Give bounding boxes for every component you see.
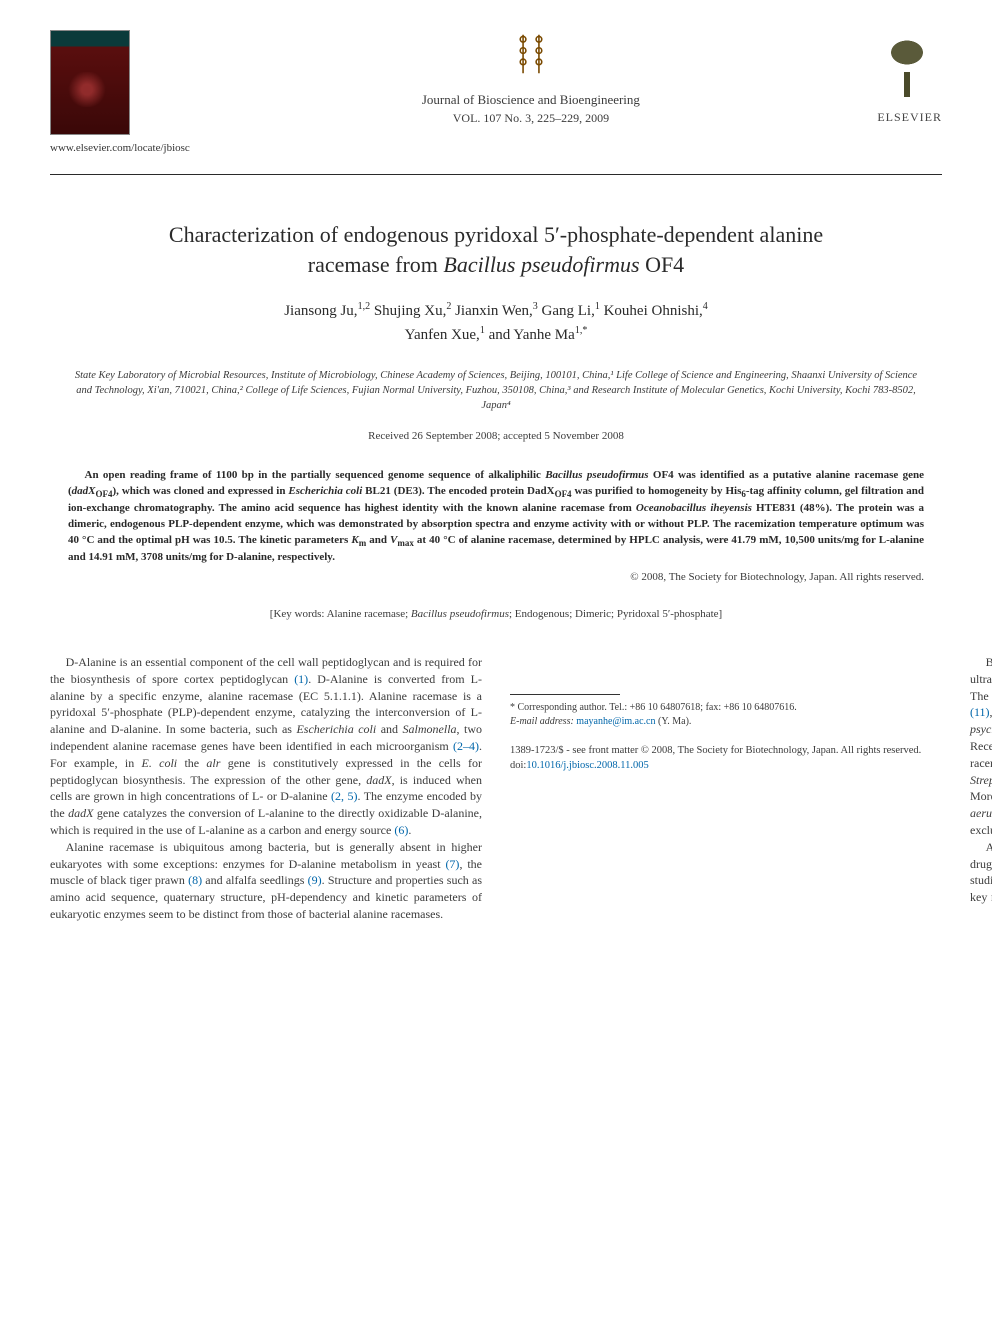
- abs-sub2: OF4: [555, 489, 572, 499]
- abs-t4: BL21 (DE3). The encoded protein DadX: [362, 485, 554, 497]
- body-p1: D-Alanine is an essential component of t…: [50, 654, 482, 839]
- p1-sp3: E. coli: [142, 756, 178, 770]
- keywords: [Key words: Alanine racemase; Bacillus p…: [50, 607, 942, 622]
- abstract: An open reading frame of 1100 bp in the …: [68, 468, 924, 566]
- p3a: Based on their apparent molecular masses…: [970, 655, 992, 703]
- authors-list: Jiansong Ju,1,2 Shujing Xu,2 Jianxin Wen…: [50, 299, 942, 347]
- ref-2-5[interactable]: (2, 5): [331, 789, 357, 803]
- elsevier-tree-icon: [872, 30, 942, 105]
- abs-gene1: dadX: [72, 485, 96, 497]
- p2c: and alfalfa seedlings: [202, 873, 308, 887]
- abs-maxsub: max: [397, 538, 414, 548]
- ref-8[interactable]: (8): [188, 873, 202, 887]
- abstract-copyright: © 2008, The Society for Biotechnology, J…: [68, 570, 924, 585]
- email-post: (Y. Ma).: [655, 716, 691, 727]
- abs-sub1: OF4: [96, 489, 113, 499]
- abs-t3: ), which was cloned and expressed in: [113, 485, 289, 497]
- abs-km: K: [351, 534, 358, 546]
- p1-g1: alr: [206, 756, 220, 770]
- authors-line2: Yanfen Xue,1 and Yanhe Ma1,*: [405, 327, 588, 343]
- journal-volume: VOL. 107 No. 3, 225–229, 2009: [220, 110, 842, 126]
- doi-link[interactable]: 10.1016/j.jbiosc.2008.11.005: [526, 760, 648, 771]
- p3-sp11: Streptomyces lavendulae: [970, 773, 992, 787]
- ref-11[interactable]: (11): [970, 705, 990, 719]
- title-species: Bacillus pseudofirmus: [443, 252, 639, 277]
- ref-7[interactable]: (7): [445, 857, 459, 871]
- body-p3: Based on their apparent molecular masses…: [970, 654, 992, 839]
- p1-sp2: Salmonella: [403, 722, 457, 736]
- footnote-block: * Corresponding author. Tel.: +86 10 648…: [510, 694, 942, 773]
- front-matter-line: 1389-1723/$ - see front matter © 2008, T…: [510, 744, 942, 759]
- abs-t8: and: [366, 534, 390, 546]
- footnote-separator: [510, 694, 620, 695]
- ref-2-4[interactable]: (2–4): [453, 739, 479, 753]
- kw-pre: [Key words: Alanine racemase;: [270, 608, 411, 620]
- journal-cover-thumbnail: [50, 30, 130, 135]
- p1k: .: [408, 823, 411, 837]
- title-line1: Characterization of endogenous pyridoxal…: [169, 222, 823, 247]
- p4a: Alanine racemase has also attracted much…: [970, 840, 992, 904]
- p1-g3: dadX: [68, 806, 93, 820]
- p1f: the: [177, 756, 206, 770]
- elsevier-logo-block: ELSEVIER: [872, 30, 942, 125]
- abs-sp3: Oceanobacillus iheyensis: [636, 502, 752, 514]
- corresponding-author-note: * Corresponding author. Tel.: +86 10 648…: [510, 701, 942, 715]
- abs-sp2: Escherichia coli: [288, 485, 362, 497]
- doi-label: doi:: [510, 760, 526, 771]
- p1-sp1: Escherichia coli: [296, 722, 376, 736]
- elsevier-label: ELSEVIER: [872, 109, 942, 125]
- journal-header: www.elsevier.com/locate/jbiosc Journal o…: [50, 30, 942, 175]
- abs-t5: was purified to homogeneity by His: [572, 485, 742, 497]
- abs-t1: An open reading frame of 1100 bp in the …: [85, 469, 546, 481]
- kw-sp: Bacillus pseudofirmus: [411, 608, 509, 620]
- affiliations: State Key Laboratory of Microbial Resour…: [70, 369, 922, 413]
- corresponding-email-line: E-mail address: mayanhe@im.ac.cn (Y. Ma)…: [510, 715, 942, 729]
- article-dates: Received 26 September 2008; accepted 5 N…: [50, 429, 942, 444]
- article-title: Characterization of endogenous pyridoxal…: [80, 220, 912, 279]
- ref-1[interactable]: (1): [294, 672, 308, 686]
- journal-name: Journal of Bioscience and Bioengineering: [220, 91, 842, 109]
- p1j: gene catalyzes the conversion of L-alani…: [50, 806, 482, 837]
- ref-9[interactable]: (9): [308, 873, 322, 887]
- ref-6[interactable]: (6): [394, 823, 408, 837]
- journal-title-block: Journal of Bioscience and Bioengineering…: [190, 30, 872, 126]
- authors-line1: Jiansong Ju,1,2 Shujing Xu,2 Jianxin Wen…: [284, 303, 708, 319]
- abs-sp1: Bacillus pseudofirmus: [545, 469, 648, 481]
- journal-logo-icon: [220, 30, 842, 83]
- front-matter-copyright: 1389-1723/$ - see front matter © 2008, T…: [510, 744, 942, 773]
- kw-post: ; Endogenous; Dimeric; Pyridoxal 5′-phos…: [509, 608, 722, 620]
- corresponding-email-link[interactable]: mayanhe@im.ac.cn: [576, 716, 655, 727]
- email-label: E-mail address:: [510, 716, 574, 727]
- p1c: and: [376, 722, 402, 736]
- article-body: D-Alanine is an essential component of t…: [50, 654, 942, 923]
- journal-cover-block: www.elsevier.com/locate/jbiosc: [50, 30, 190, 156]
- p2a: Alanine racemase is ubiquitous among bac…: [50, 840, 482, 871]
- publisher-link[interactable]: www.elsevier.com/locate/jbiosc: [50, 141, 190, 156]
- p1-g2: dadX: [366, 773, 391, 787]
- title-line2-post: OF4: [640, 252, 685, 277]
- body-p2: Alanine racemase is ubiquitous among bac…: [50, 839, 482, 923]
- title-line2-pre: racemase from: [308, 252, 444, 277]
